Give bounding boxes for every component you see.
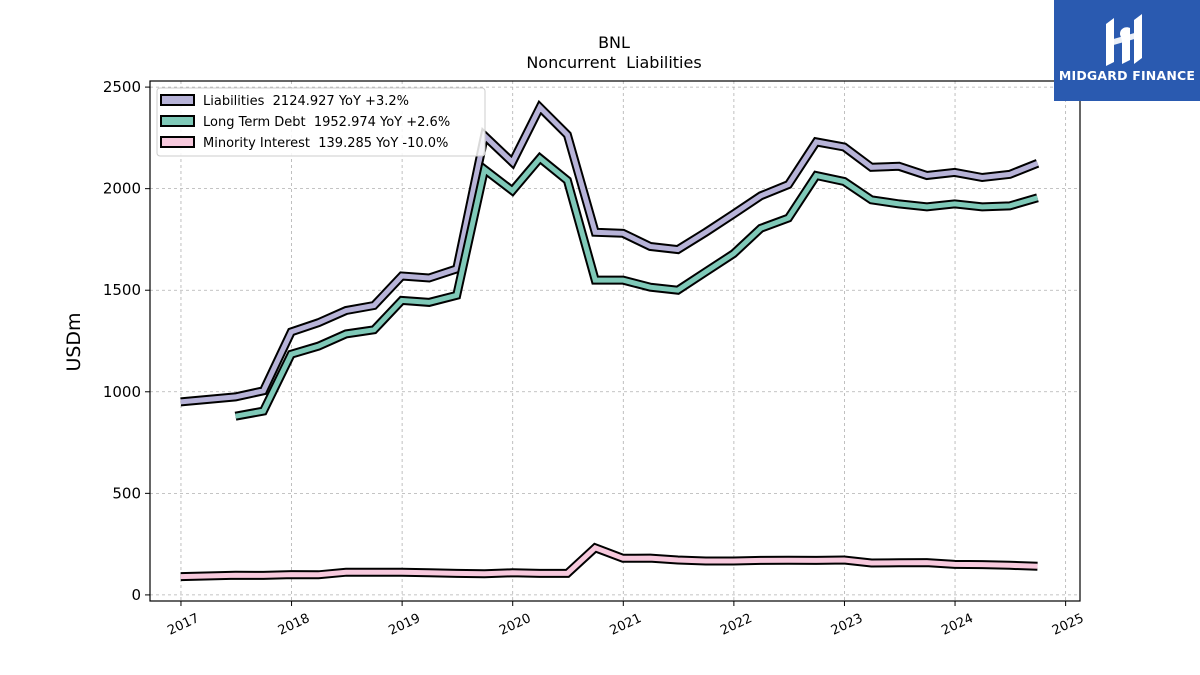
brand-logo: MIDGARD FINANCE bbox=[1054, 0, 1200, 101]
x-tick-label: 2019 bbox=[386, 611, 422, 639]
minority-interest-legend-swatch bbox=[160, 136, 195, 148]
y-axis: 0 500 1000 1500 2000 2500 bbox=[103, 78, 150, 604]
long-term-debt-legend-label: Long Term Debt 1952.974 YoY +2.6% bbox=[203, 115, 450, 130]
minority-interest-legend-label: Minority Interest 139.285 YoY -10.0% bbox=[203, 136, 448, 151]
series-lines bbox=[180, 99, 1040, 582]
liabilities-line bbox=[180, 103, 1039, 405]
y-tick-label: 1000 bbox=[103, 383, 141, 401]
long-term-debt-line bbox=[235, 154, 1039, 419]
y-axis-label: USDm bbox=[63, 312, 85, 371]
x-tick-label: 2018 bbox=[276, 611, 312, 639]
legend: Liabilities 2124.927 YoY +3.2% Long Term … bbox=[156, 87, 486, 157]
x-tick-label: 2021 bbox=[608, 611, 644, 639]
liabilities-legend-label: Liabilities 2124.927 YoY +3.2% bbox=[203, 94, 409, 109]
x-tick-label: 2022 bbox=[718, 611, 754, 639]
brand-logo-text: MIDGARD FINANCE bbox=[1058, 68, 1196, 83]
y-tick-label: 2500 bbox=[103, 78, 141, 96]
y-tick-label: 1500 bbox=[103, 281, 141, 299]
y-tick-label: 500 bbox=[112, 484, 141, 502]
chart-subtitle: Noncurrent Liabilities bbox=[526, 53, 701, 72]
x-tick-label: 2017 bbox=[165, 611, 201, 639]
legend-box bbox=[156, 87, 486, 157]
x-tick-label: 2025 bbox=[1050, 611, 1086, 639]
plot-frame bbox=[149, 80, 1081, 602]
x-tick-label: 2024 bbox=[939, 611, 975, 639]
x-axis: 2017 2018 2019 2020 2021 2022 2023 2024 2025 bbox=[165, 601, 1086, 639]
long-term-debt-legend-swatch bbox=[160, 115, 195, 127]
liabilities-legend-swatch bbox=[160, 94, 195, 106]
x-tick-label: 2023 bbox=[829, 611, 865, 639]
midgard-logo-icon bbox=[1106, 14, 1142, 66]
y-tick-label: 2000 bbox=[103, 180, 141, 198]
long-term-debt-line-outline bbox=[234, 151, 1039, 421]
x-tick-label: 2020 bbox=[497, 611, 533, 639]
chart-title: BNL bbox=[598, 33, 630, 52]
minority-interest-line bbox=[180, 544, 1038, 580]
y-tick-label: 0 bbox=[131, 586, 141, 604]
